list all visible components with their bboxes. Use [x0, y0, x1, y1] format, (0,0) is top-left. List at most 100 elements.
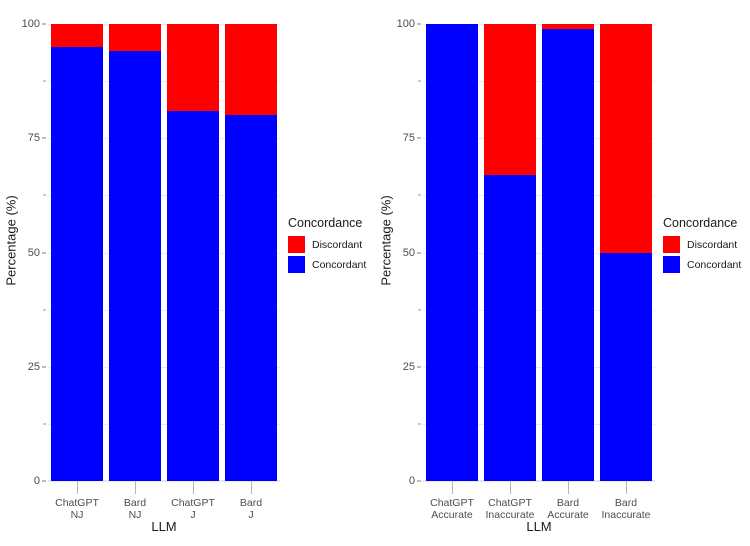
legend-key-swatch	[288, 256, 305, 273]
y-tick-mark	[42, 23, 46, 25]
x-tick-label-line: Bard	[123, 497, 147, 509]
legend-key-swatch	[663, 256, 680, 273]
x-tick-label-line: NJ	[70, 509, 84, 521]
x-tick-label: ChatGPT Inaccurate	[485, 497, 534, 521]
legend-label: Discordant	[687, 238, 738, 251]
x-tick-label-line: ChatGPT	[430, 497, 474, 509]
plot-area-left	[48, 24, 280, 482]
bar-segment-concordant[interactable]	[483, 174, 537, 481]
y-tick-mark-minor	[43, 194, 46, 196]
x-axis-title-left: LLM	[151, 519, 177, 534]
bar-segment-discordant[interactable]	[483, 24, 537, 175]
bar-segment-discordant[interactable]	[108, 24, 162, 52]
bar-right-1[interactable]	[483, 24, 537, 481]
y-tick-mark	[417, 480, 421, 482]
y-tick-label: 0	[408, 475, 415, 487]
legend-items-left: Discordant Concordant	[288, 236, 374, 273]
gridline-horizontal-minor	[423, 195, 655, 197]
bar-right-3[interactable]	[599, 24, 653, 481]
y-tick-mark-minor	[43, 309, 46, 311]
legend-label: Concordant	[312, 258, 367, 271]
y-tick-mark	[42, 480, 46, 482]
legend-items-right: Discordant Concordant	[663, 236, 749, 273]
bar-segment-discordant[interactable]	[50, 24, 104, 47]
legend-item-concordant[interactable]: Concordant	[663, 256, 749, 273]
y-tick-label: 100	[21, 18, 40, 30]
legend-left: Concordance Discordant Concordant	[288, 216, 374, 276]
y-tick-label: 50	[402, 246, 415, 259]
y-tick-mark-minor	[418, 309, 421, 311]
bar-segment-concordant[interactable]	[224, 115, 278, 481]
bar-segment-concordant[interactable]	[50, 46, 104, 481]
y-axis-ticks-left: 0 25 50 75 100	[18, 0, 46, 546]
x-tick-label-line: Bard	[239, 497, 263, 509]
bar-segment-discordant[interactable]	[166, 24, 220, 111]
gridline-horizontal	[423, 138, 655, 140]
x-tick-mark	[251, 481, 252, 494]
bar-segment-concordant[interactable]	[108, 51, 162, 481]
y-tick-mark-minor	[43, 423, 46, 425]
gridline-horizontal-minor	[48, 195, 280, 197]
x-tick-label-line: J	[190, 509, 196, 521]
bar-right-0[interactable]	[425, 24, 479, 481]
x-tick-label-line: ChatGPT	[171, 497, 215, 509]
y-tick-mark	[417, 366, 421, 368]
y-tick-mark	[42, 366, 46, 368]
y-tick-mark-minor	[418, 80, 421, 82]
gridline-horizontal-minor	[48, 81, 280, 83]
bar-left-0[interactable]	[50, 24, 104, 481]
gridline-horizontal-minor	[423, 423, 655, 425]
bar-left-3[interactable]	[224, 24, 278, 481]
y-tick-mark	[417, 23, 421, 25]
y-tick-mark	[42, 252, 46, 253]
x-axis-baseline-left	[48, 480, 280, 481]
gridline-horizontal	[48, 366, 280, 368]
y-tick-label: 100	[396, 18, 415, 30]
y-tick-label: 25	[27, 360, 40, 373]
x-tick-mark	[135, 481, 136, 494]
gridline-horizontal	[48, 138, 280, 140]
bar-segment-concordant[interactable]	[599, 252, 653, 481]
x-tick-mark	[77, 481, 78, 494]
bar-left-2[interactable]	[166, 24, 220, 481]
x-tick-label-line: Inaccurate	[601, 509, 651, 521]
legend-label: Concordant	[687, 258, 742, 271]
bar-left-1[interactable]	[108, 24, 162, 481]
x-tick-label: ChatGPT Accurate	[430, 497, 474, 521]
x-axis-ticks-left: ChatGPT NJ Bard NJ ChatGPT J Bard J	[48, 481, 280, 541]
gridline-horizontal	[48, 481, 280, 482]
bar-right-2[interactable]	[541, 24, 595, 481]
legend-item-discordant[interactable]: Discordant	[663, 236, 749, 253]
y-tick-mark	[417, 137, 421, 139]
x-tick-label-line: Accurate	[431, 509, 473, 521]
gridline-horizontal	[423, 252, 655, 254]
chart-panel-left: Percentage (%) 0 25 50 75 100 ChatGPT NJ Bard N…	[4, 0, 374, 546]
x-tick-label-line: Accurate	[547, 509, 589, 521]
x-tick-label-line: Bard	[614, 497, 638, 509]
y-tick-mark	[42, 137, 46, 139]
legend-title-left: Concordance	[288, 216, 363, 230]
gridline-horizontal-minor	[48, 423, 280, 425]
x-tick-label: Bard Accurate	[547, 497, 588, 521]
bar-segment-discordant[interactable]	[224, 24, 278, 116]
x-tick-label-line: J	[248, 509, 254, 521]
x-axis-baseline-right	[423, 480, 655, 481]
gridline-horizontal	[423, 481, 655, 482]
bar-segment-concordant[interactable]	[425, 24, 479, 481]
legend-item-concordant[interactable]: Concordant	[288, 256, 374, 273]
legend-item-discordant[interactable]: Discordant	[288, 236, 374, 253]
gridline-horizontal	[423, 366, 655, 368]
legend-right: Concordance Discordant Concordant	[663, 216, 749, 276]
bar-segment-concordant[interactable]	[166, 110, 220, 481]
bar-segment-discordant[interactable]	[599, 24, 653, 253]
bar-segment-concordant[interactable]	[541, 28, 595, 481]
x-tick-mark	[510, 481, 511, 494]
x-tick-label: ChatGPT NJ	[55, 497, 99, 521]
y-axis-ticks-right: 0 25 50 75 100	[393, 0, 421, 546]
bar-segment-discordant[interactable]	[541, 24, 595, 29]
y-tick-label: 75	[27, 132, 40, 145]
y-tick-mark-minor	[43, 80, 46, 82]
chart-panel-right: Percentage (%) 0 25 50 75 100 ChatGPT Accurat…	[375, 0, 750, 546]
x-tick-mark	[626, 481, 627, 494]
